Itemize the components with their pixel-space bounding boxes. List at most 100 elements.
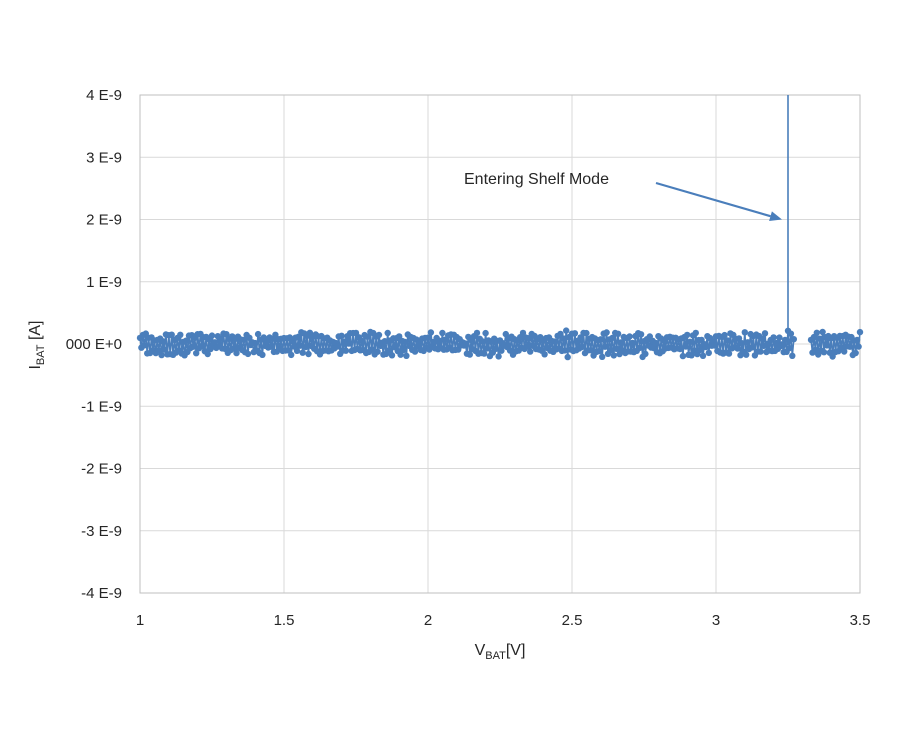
- data-point: [424, 334, 432, 341]
- y-tick-label: 4 E-9: [86, 87, 122, 104]
- data-point: [642, 350, 649, 358]
- data-point: [557, 330, 564, 338]
- data-point: [823, 342, 831, 349]
- data-point: [637, 331, 645, 338]
- x-tick-label: 2: [424, 612, 432, 629]
- data-point: [401, 338, 409, 346]
- data-point: [198, 342, 206, 350]
- data-point: [735, 335, 743, 342]
- data-point: [757, 348, 764, 355]
- data-point: [427, 329, 435, 336]
- data-point: [159, 338, 167, 345]
- data-point: [599, 353, 606, 360]
- data-point: [855, 343, 862, 350]
- y-tick-label: 2 E-9: [86, 212, 122, 229]
- data-point: [725, 350, 733, 357]
- data-point: [597, 336, 604, 343]
- data-point: [288, 351, 295, 359]
- data-point: [293, 347, 301, 354]
- data-point: [721, 331, 728, 339]
- data-point: [758, 335, 766, 342]
- data-point: [381, 338, 388, 345]
- data-point: [207, 345, 214, 353]
- data-point: [240, 336, 247, 344]
- data-point: [614, 330, 622, 337]
- data-point: [473, 329, 481, 337]
- data-point: [699, 352, 707, 359]
- data-point: [702, 343, 710, 351]
- data-point: [334, 343, 341, 350]
- data-point: [400, 346, 407, 354]
- data-point: [781, 336, 789, 344]
- data-point: [375, 331, 383, 339]
- data-point: [374, 348, 381, 355]
- data-point: [629, 339, 636, 347]
- data-point: [498, 347, 505, 354]
- data-point: [816, 335, 823, 342]
- data-point: [483, 345, 491, 352]
- data-point: [776, 334, 783, 341]
- data-point: [204, 350, 211, 358]
- data-point: [607, 346, 615, 354]
- data-point: [820, 349, 828, 356]
- data-point: [551, 338, 558, 345]
- data-point: [182, 337, 190, 344]
- plot-area: [136, 95, 864, 361]
- data-point: [603, 329, 610, 336]
- y-tick-label: -1 E-9: [81, 398, 122, 415]
- data-point: [481, 350, 488, 357]
- data-point: [439, 329, 446, 337]
- data-point: [684, 331, 691, 339]
- x-tick-label: 2.5: [562, 612, 583, 629]
- data-point: [267, 343, 275, 350]
- data-point: [302, 343, 309, 351]
- data-point: [852, 349, 859, 357]
- data-point: [345, 340, 352, 347]
- data-point: [168, 331, 175, 338]
- x-axis-title: VBAT[V]: [475, 642, 526, 662]
- y-tick-label: -4 E-9: [81, 585, 122, 602]
- data-point: [411, 348, 419, 355]
- y-tick-label: -3 E-9: [81, 523, 122, 540]
- data-point: [358, 337, 365, 344]
- annotation-label: Entering Shelf Mode: [464, 171, 609, 188]
- data-point: [177, 331, 184, 338]
- data-point: [364, 333, 371, 340]
- data-point: [578, 343, 586, 351]
- data-point: [583, 329, 590, 337]
- data-point: [462, 340, 469, 347]
- tick-labels: 1 1.5 2 2.5 3 3.5 4 E-9 3 E-9 2 E-9 1 E-9 000 E+0 -…: [66, 87, 871, 629]
- data-point: [686, 338, 694, 345]
- data-point: [596, 347, 603, 355]
- data-point: [338, 332, 345, 339]
- data-point: [479, 338, 486, 345]
- x-tick-label: 3.5: [850, 612, 871, 629]
- data-point: [790, 336, 797, 343]
- data-point: [397, 351, 404, 358]
- data-point: [724, 337, 731, 344]
- data-point: [259, 351, 266, 358]
- data-point: [223, 331, 230, 338]
- data-point: [856, 328, 864, 336]
- data-point: [524, 343, 531, 350]
- data-point: [813, 329, 820, 336]
- data-point: [711, 342, 718, 349]
- x-tick-label: 1: [136, 612, 144, 629]
- data-point: [613, 345, 620, 352]
- data-point: [601, 343, 609, 350]
- data-point: [541, 351, 548, 358]
- data-point: [734, 345, 741, 352]
- data-point: [141, 342, 148, 349]
- data-point: [492, 345, 499, 352]
- data-point: [299, 349, 306, 356]
- data-point: [211, 339, 219, 346]
- data-point: [385, 347, 393, 354]
- series-line: [139, 95, 795, 358]
- data-point: [626, 333, 633, 340]
- y-axis-title: IBAT [A]: [27, 320, 47, 369]
- data-point: [466, 351, 473, 358]
- data-point: [617, 339, 625, 346]
- data-point: [705, 349, 712, 357]
- data-point: [161, 346, 168, 353]
